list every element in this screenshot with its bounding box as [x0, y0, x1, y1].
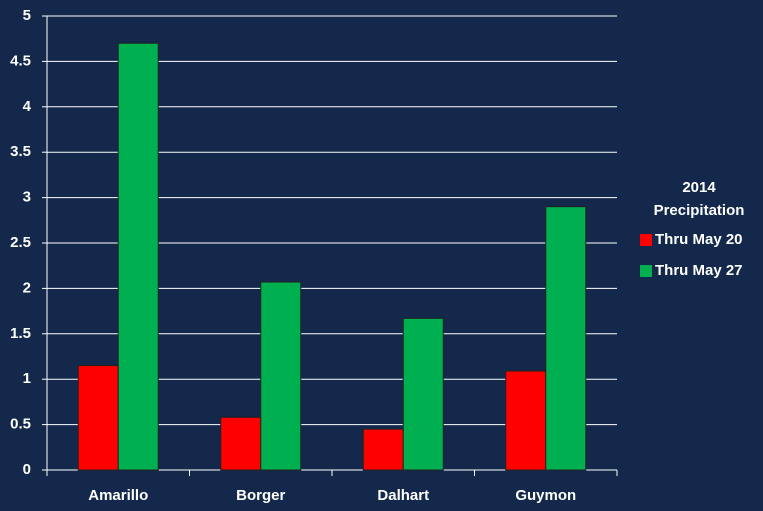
- legend-swatch: [640, 265, 652, 277]
- x-tick-label: Dalhart: [377, 487, 429, 504]
- y-tick-label: 2.5: [10, 234, 31, 251]
- y-tick-label: 3.5: [10, 143, 31, 160]
- legend-label: Thru May 20: [655, 231, 743, 248]
- legend-label: Thru May 27: [655, 262, 743, 279]
- y-tick-label: 0.5: [10, 416, 31, 433]
- bar: [402, 317, 444, 471]
- bar: [220, 416, 262, 471]
- y-tick-label: 1.5: [10, 325, 31, 342]
- bar: [545, 206, 587, 471]
- x-tick-label: Borger: [236, 487, 285, 504]
- y-tick-label: 5: [23, 7, 31, 24]
- y-tick-label: 4.5: [10, 52, 31, 69]
- x-tick-label: Amarillo: [88, 487, 148, 504]
- bar: [505, 370, 547, 471]
- bar: [362, 428, 404, 471]
- bar: [77, 365, 119, 471]
- bar: [117, 42, 159, 471]
- y-tick-label: 4: [23, 98, 32, 115]
- y-tick-label: 1: [23, 370, 31, 387]
- x-tick-label: Guymon: [515, 487, 576, 504]
- y-tick-label: 3: [23, 189, 31, 206]
- y-tick-label: 2: [23, 279, 31, 296]
- y-tick-label: 0: [23, 461, 31, 478]
- bar: [260, 281, 302, 471]
- legend-title: 2014 Precipitation: [653, 179, 745, 219]
- legend-swatch: [640, 234, 652, 246]
